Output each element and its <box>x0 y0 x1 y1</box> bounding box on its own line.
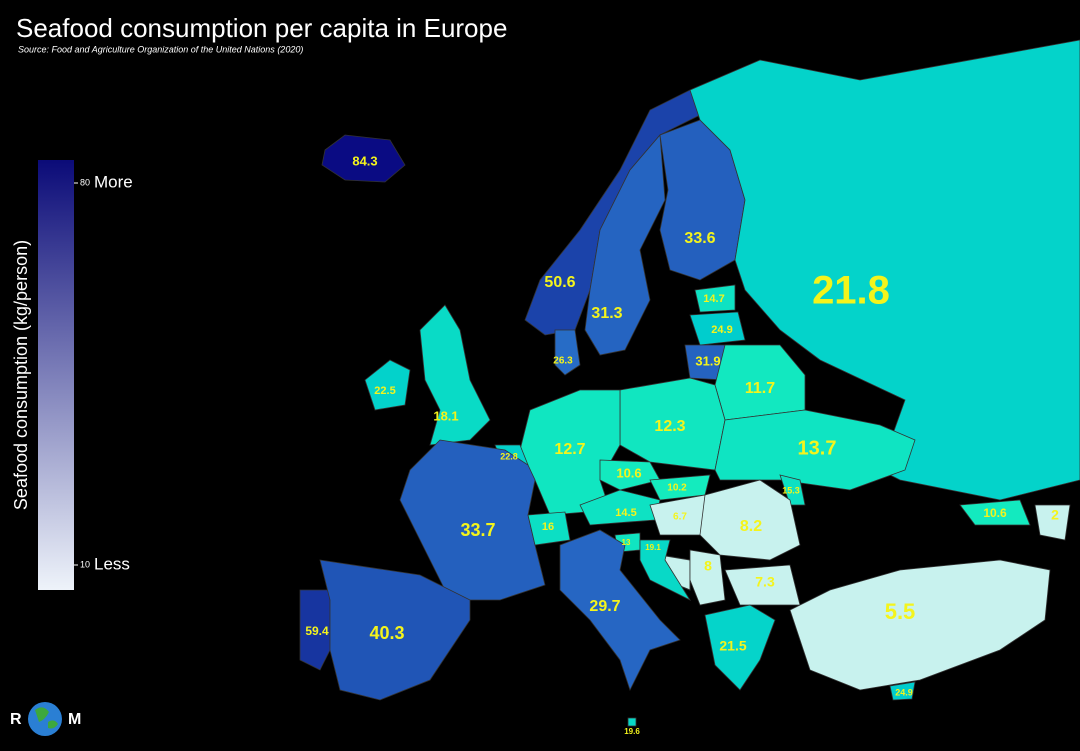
value-label: 14.5 <box>615 507 636 519</box>
value-label: 31.9 <box>695 353 720 368</box>
labels: 84.3 50.6 31.3 33.6 21.8 14.7 24.9 31.9 26.3 22.5… <box>305 153 1059 736</box>
value-label: 7.3 <box>755 574 775 590</box>
value-label: 21.8 <box>812 269 890 313</box>
value-label: 22.5 <box>374 385 395 397</box>
value-label: 10.6 <box>616 465 641 480</box>
region <box>399 439 546 601</box>
region <box>599 459 661 491</box>
value-label: 33.6 <box>684 230 715 247</box>
value-label: 10.2 <box>667 483 687 494</box>
region <box>639 539 692 601</box>
region <box>689 311 746 346</box>
region <box>889 681 916 701</box>
region <box>319 559 471 701</box>
region <box>694 284 736 313</box>
value-label: 15.3 <box>782 485 800 495</box>
value-label: 24.9 <box>711 324 732 336</box>
value-label: 2 <box>1051 507 1059 523</box>
region <box>627 717 637 727</box>
value-label: 31.3 <box>591 305 622 322</box>
region <box>299 589 331 671</box>
legend-tick-label: Less <box>94 554 130 573</box>
value-label: 21.5 <box>719 638 746 654</box>
region <box>554 329 581 376</box>
region <box>419 304 491 446</box>
region <box>689 39 1080 501</box>
value-label: 10.6 <box>983 506 1007 520</box>
value-label: 11.7 <box>745 380 775 397</box>
value-label: 5.5 <box>885 599 916 624</box>
regions <box>299 39 1080 727</box>
value-label: 19.1 <box>645 543 661 552</box>
logo-land <box>35 707 58 729</box>
region <box>689 549 726 606</box>
region <box>584 134 666 356</box>
title: Seafood consumption per capita in Europe <box>16 13 507 43</box>
region <box>704 604 776 691</box>
value-label: 14.7 <box>703 293 724 305</box>
value-label: 59.4 <box>305 624 329 638</box>
region <box>527 511 571 546</box>
value-label: 12.7 <box>554 441 585 458</box>
legend-bar <box>38 160 74 590</box>
value-label: 16 <box>542 521 554 533</box>
region <box>1034 504 1071 541</box>
logo-letter: M <box>68 711 81 728</box>
value-label: 26.3 <box>553 356 573 367</box>
legend-tick-value: 10 <box>80 559 90 569</box>
logo-globe <box>28 702 62 736</box>
value-label: 24.9 <box>895 687 913 697</box>
value-label: 13.7 <box>798 437 837 459</box>
value-label: 8 <box>704 558 712 574</box>
value-label: 50.6 <box>544 274 575 291</box>
value-label: 19.6 <box>624 727 640 736</box>
value-label: 40.3 <box>369 623 404 643</box>
region <box>321 134 406 183</box>
region <box>714 409 916 491</box>
logo-letter: R <box>10 711 22 728</box>
source: Source: Food and Agriculture Organizatio… <box>18 44 303 54</box>
value-label: 33.7 <box>460 520 495 540</box>
value-label: 29.7 <box>589 598 620 615</box>
value-label: 6.7 <box>673 512 687 523</box>
region <box>559 529 681 692</box>
region <box>524 89 701 336</box>
value-label: 18.1 <box>433 408 458 423</box>
region <box>789 559 1051 691</box>
legend-tick-label: More <box>94 172 133 191</box>
region <box>779 474 806 506</box>
region <box>699 479 801 561</box>
legend-title: Seafood consumption (kg/person) <box>11 240 31 510</box>
region <box>364 359 411 411</box>
legend-tick-value: 80 <box>80 177 90 187</box>
value-label: 13 <box>622 538 631 547</box>
legend-ticks: 80 More 10 Less <box>74 172 133 573</box>
value-label: 84.3 <box>352 153 377 168</box>
value-label: 12.3 <box>654 418 685 435</box>
value-label: 8.2 <box>740 518 762 535</box>
value-label: 22.8 <box>500 451 518 461</box>
region <box>959 499 1031 526</box>
